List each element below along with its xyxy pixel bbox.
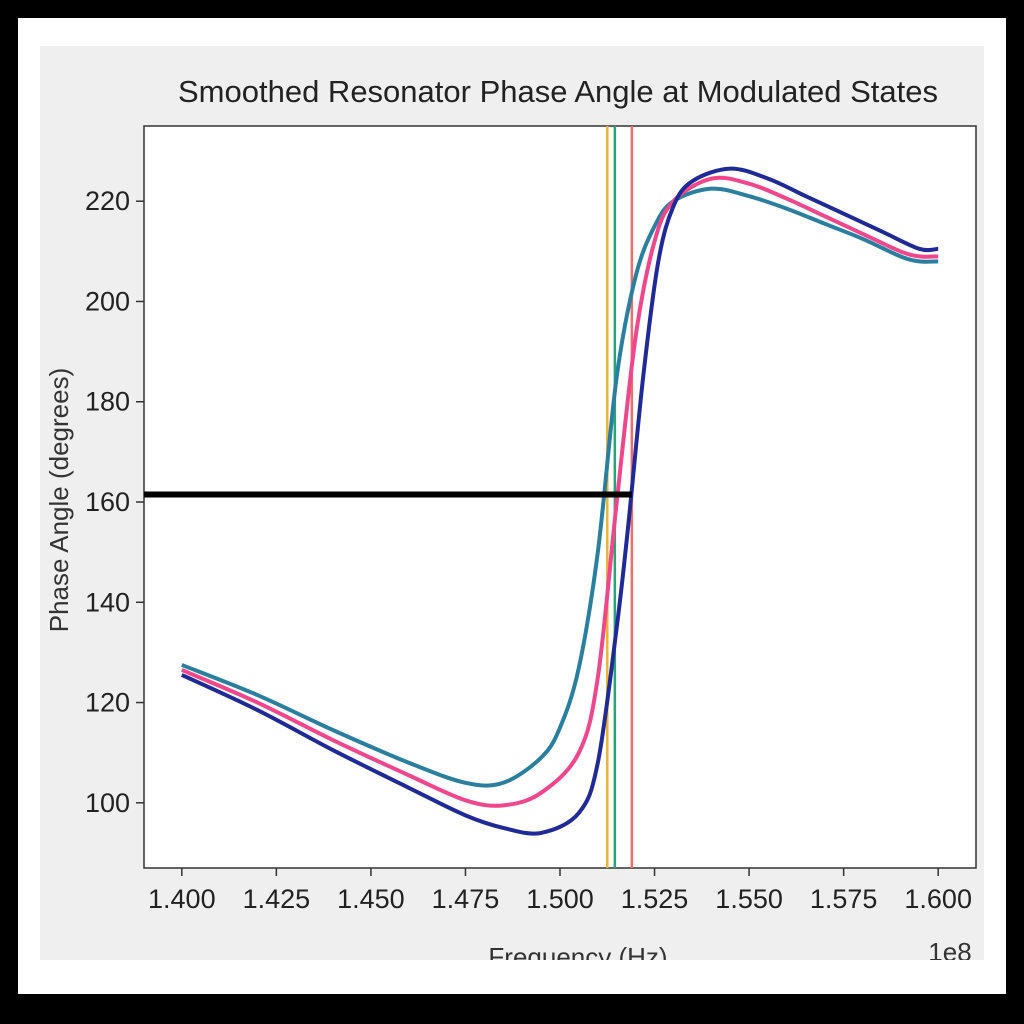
figure-frame: Smoothed Resonator Phase Angle at Modula… — [18, 18, 1006, 994]
x-offset-label: 1e8 — [928, 937, 971, 960]
x-tick-label: 1.400 — [148, 884, 216, 914]
y-tick-label: 220 — [85, 186, 130, 216]
x-axis: 1.400 1.425 1.450 1.475 1.500 1.525 1.550 1.575… — [148, 868, 972, 914]
x-tick-label: 1.550 — [715, 884, 783, 914]
x-tick-label: 1.525 — [621, 884, 689, 914]
chart-figure: Smoothed Resonator Phase Angle at Modula… — [40, 46, 984, 960]
chart-title: Smoothed Resonator Phase Angle at Modula… — [178, 74, 938, 109]
y-tick-label: 120 — [85, 688, 130, 718]
y-tick-label: 200 — [85, 286, 130, 316]
series-line-0 — [181, 186, 939, 788]
series-line-1 — [181, 175, 939, 808]
x-axis-label: Frequency (Hz) — [488, 942, 667, 960]
x-tick-label: 1.575 — [810, 884, 878, 914]
y-tick-label: 180 — [85, 387, 130, 417]
x-tick-label: 1.425 — [243, 884, 311, 914]
y-tick-label: 140 — [85, 587, 130, 617]
x-tick-label: 1.450 — [337, 884, 405, 914]
series-layer — [180, 166, 939, 836]
y-axis-label: Phase Angle (degrees) — [44, 368, 74, 633]
x-tick-label: 1.600 — [904, 884, 972, 914]
y-tick-label: 160 — [85, 487, 130, 517]
x-tick-label: 1.475 — [432, 884, 500, 914]
phase-angle-chart: Smoothed Resonator Phase Angle at Modula… — [44, 74, 977, 960]
series-line-2 — [180, 166, 939, 836]
x-tick-label: 1.500 — [526, 884, 594, 914]
y-axis: 100 120 140 160 180 200 220 — [85, 186, 144, 818]
y-tick-label: 100 — [85, 788, 130, 818]
